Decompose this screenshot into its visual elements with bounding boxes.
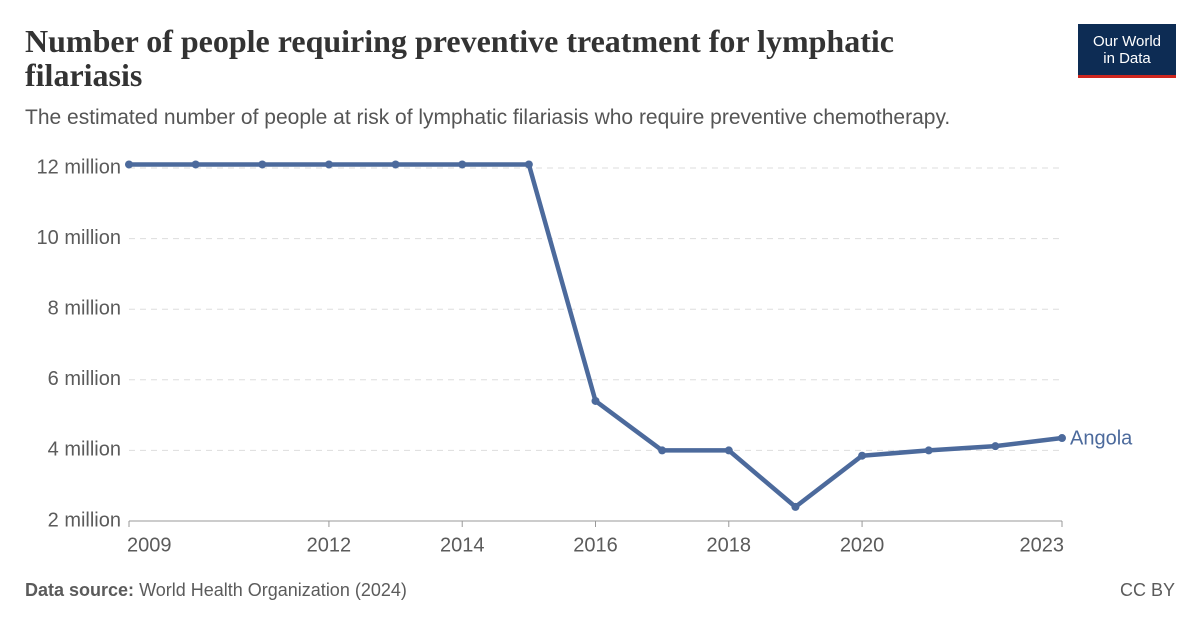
y-tick-label: 10 million xyxy=(37,227,121,249)
line xyxy=(129,162,1063,510)
y-tick-label: 6 million xyxy=(48,368,121,390)
logo[interactable]: Our World in Data xyxy=(1078,24,1176,78)
point xyxy=(1058,434,1066,443)
license[interactable]: CC BY xyxy=(1119,580,1175,600)
point xyxy=(724,446,733,455)
y-tick-label: 12 million xyxy=(37,156,121,178)
point xyxy=(791,502,800,511)
point xyxy=(324,160,333,169)
chart-subtitle: The estimated number of people at risk o… xyxy=(25,106,951,129)
y-tick-label: 4 million xyxy=(48,439,121,461)
source-label: Data source: xyxy=(25,580,135,600)
logo-text: in Data xyxy=(1103,50,1151,67)
x-tick-label: 2014 xyxy=(440,534,485,556)
series-label: Angola xyxy=(1070,427,1133,449)
chart-title: Number of people requiring preventive tr… xyxy=(25,23,894,93)
y-tick-label: 2 million xyxy=(48,509,121,531)
x-tick-label: 2012 xyxy=(307,534,352,556)
point xyxy=(391,160,400,169)
point xyxy=(924,446,933,455)
x-tick-label: 2020 xyxy=(840,534,885,556)
point xyxy=(591,396,600,405)
y-tick-label: 8 million xyxy=(48,297,121,319)
point xyxy=(191,160,200,169)
point xyxy=(125,160,133,169)
source-text[interactable]: World Health Organization (2024) xyxy=(139,580,407,600)
logo-text: Our World xyxy=(1092,33,1162,50)
point xyxy=(991,442,1000,451)
x-tick-label: 2009 xyxy=(127,534,172,556)
x-tick-label: 2018 xyxy=(707,534,752,556)
point xyxy=(524,160,533,169)
x-tick-label: 2016 xyxy=(573,534,618,556)
point xyxy=(258,160,267,169)
point xyxy=(858,451,867,460)
source: Data source: World Health Organization (… xyxy=(25,580,407,601)
point xyxy=(458,160,467,169)
point xyxy=(658,446,667,455)
x-tick-label: 2023 xyxy=(1020,534,1065,556)
